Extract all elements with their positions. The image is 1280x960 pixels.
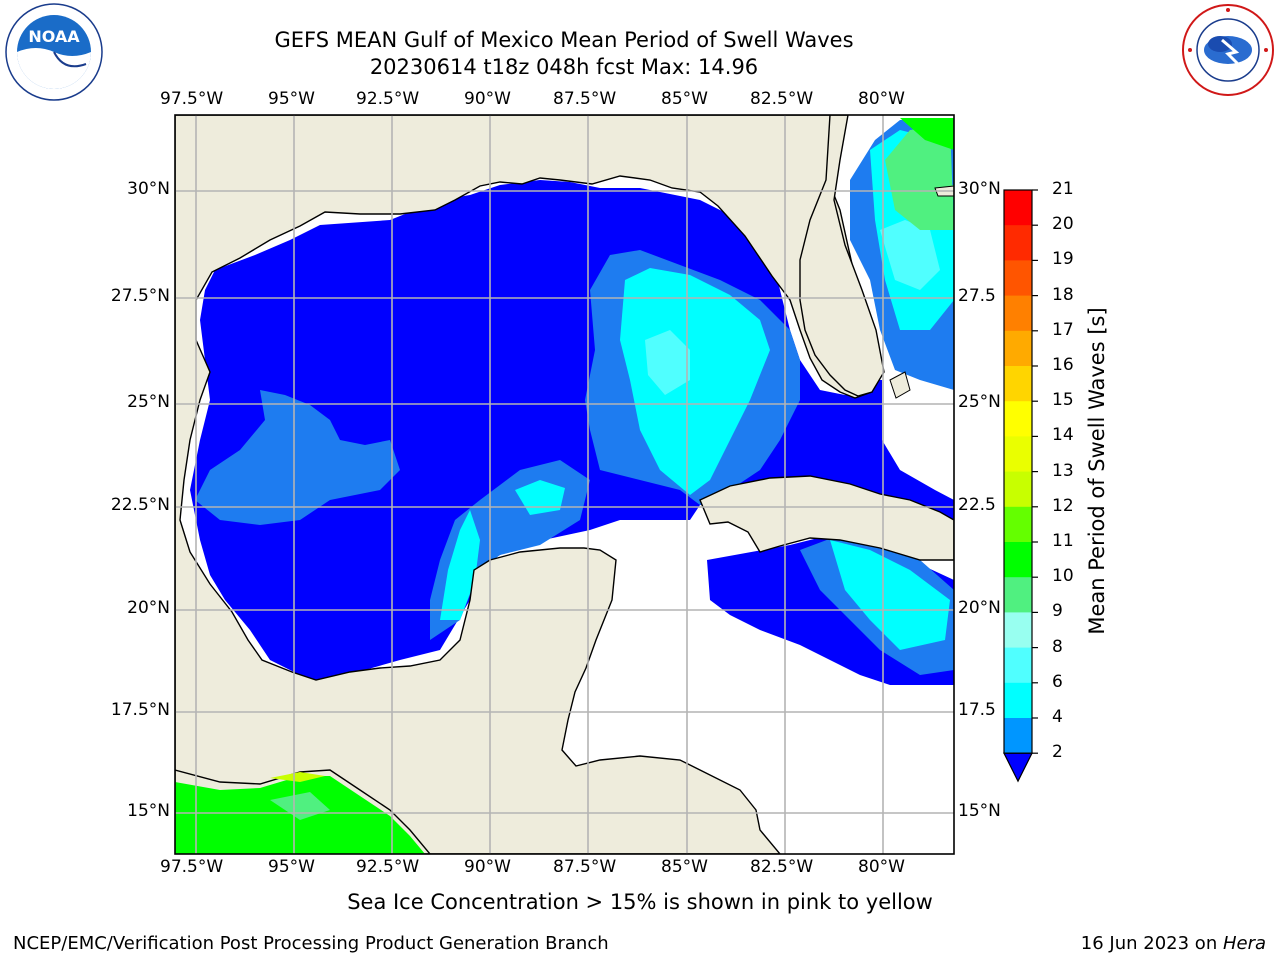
lon-label-bottom: 87.5°W <box>553 857 617 877</box>
lon-label-bottom: 92.5°W <box>356 857 420 877</box>
lat-label-left: 25°N <box>127 392 170 412</box>
footer-date: 16 Jun 2023 on Hera <box>1081 933 1266 954</box>
swell-fill-6-8s <box>440 130 954 650</box>
lon-label-bottom: 80°W <box>858 857 905 877</box>
lon-label-top: 85°W <box>661 89 708 109</box>
lon-label-bottom: 82.5°W <box>750 857 814 877</box>
lon-label-top: 97.5°W <box>160 89 224 109</box>
footer-branch: NCEP/EMC/Verification Post Processing Pr… <box>13 933 609 954</box>
colorbar-tick-label: 17 <box>1052 319 1074 340</box>
colorbar-band <box>1004 647 1032 684</box>
lon-label-top: 80°W <box>858 89 905 109</box>
colorbar-tick-label: 21 <box>1052 179 1074 199</box>
colorbar-band <box>1004 436 1032 473</box>
colorbar-band <box>1004 295 1032 332</box>
footer-host: Hera <box>1222 933 1266 954</box>
colorbar-tick-label: 19 <box>1052 249 1074 270</box>
graticule <box>175 115 954 854</box>
colorbar-tick-label: 20 <box>1052 214 1074 235</box>
colorbar-band <box>1004 225 1032 261</box>
lat-label-right: 27.5 <box>958 286 996 306</box>
colorbar-tick-label: 11 <box>1052 531 1074 551</box>
lat-label-left: 17.5°N <box>110 700 170 720</box>
colorbar-band <box>1004 612 1032 649</box>
colorbar-tick-label: 9 <box>1052 601 1063 622</box>
lon-label-top: 95°W <box>268 89 315 109</box>
colorbar-band <box>1004 471 1032 508</box>
lat-label-right: 25°N <box>958 392 1001 412</box>
colorbar-band <box>1004 506 1032 543</box>
colorbar-tick-label: 6 <box>1052 671 1063 692</box>
swell-fill-10-11s <box>900 118 954 150</box>
lon-label-bottom: 85°W <box>661 857 708 877</box>
colorbar-tick-label: 10 <box>1052 566 1074 587</box>
lon-label-top: 92.5°W <box>356 89 420 109</box>
land-bahamas <box>889 185 954 399</box>
colorbar-tick-label: 18 <box>1052 284 1074 305</box>
colorbar-extend-arrow <box>1003 752 1033 783</box>
pacific-swell-fill-yellow <box>270 772 325 782</box>
colorbar-band <box>1004 718 1032 754</box>
colorbar-band <box>1004 542 1032 578</box>
lat-label-left: 15°N <box>127 801 170 821</box>
swell-fill-8-9s <box>645 220 940 395</box>
swell-fill-9-10s <box>885 125 954 230</box>
colorbar-tick-label: 16 <box>1052 355 1074 375</box>
colorbar-band <box>1004 682 1032 719</box>
lat-label-right: 17.5 <box>958 700 996 720</box>
colorbar-band <box>1004 577 1032 613</box>
lat-label-left: 22.5°N <box>110 495 170 515</box>
map-frame <box>174 114 955 855</box>
colorbar-title: Mean Period of Swell Waves [s] <box>1085 307 1109 635</box>
lat-label-right: 30°N <box>958 179 1001 199</box>
colorbar-tick-label: 15 <box>1052 390 1074 411</box>
lon-label-top: 87.5°W <box>553 89 617 109</box>
lat-label-left: 20°N <box>127 598 170 618</box>
chart-subtitle: 20230614 t18z 048h fcst Max: 14.96 <box>369 55 759 79</box>
colorbar-tick-label: 2 <box>1052 742 1063 763</box>
colorbar-band <box>1004 260 1032 297</box>
colorbar-tick-label: 4 <box>1052 707 1063 727</box>
lat-label-right: 22.5 <box>958 495 996 515</box>
lat-label-right: 20°N <box>958 598 1001 618</box>
lon-label-top: 82.5°W <box>750 89 814 109</box>
lat-label-right: 15°N <box>958 801 1001 821</box>
footer-date-text: 16 Jun 2023 on <box>1080 933 1223 954</box>
lon-label-bottom: 90°W <box>464 857 511 877</box>
noaa-logo-text: NOAA <box>28 27 80 46</box>
colorbar-tick-label: 13 <box>1052 460 1074 481</box>
colorbar-tick-label: 8 <box>1052 636 1063 657</box>
sea-ice-note: Sea Ice Concentration > 15% is shown in … <box>347 890 933 914</box>
colorbar-band <box>1004 190 1032 226</box>
lon-label-bottom: 95°W <box>268 857 315 877</box>
chart-title: GEFS MEAN Gulf of Mexico Mean Period of … <box>274 28 854 52</box>
lat-label-left: 30°N <box>127 179 170 199</box>
lon-label-top: 90°W <box>464 89 511 109</box>
colorbar-band <box>1004 401 1032 437</box>
colorbar-tick-label: 12 <box>1052 495 1074 516</box>
colorbar <box>1003 189 1038 783</box>
land-cuba <box>699 475 954 561</box>
noaa-logo: NOAA <box>5 3 103 101</box>
land-florida-tip <box>799 115 885 397</box>
colorbar-tick-label: 14 <box>1052 425 1074 446</box>
nws-logo <box>1182 4 1274 96</box>
land-north-america <box>175 115 881 854</box>
lon-label-bottom: 97.5°W <box>160 857 224 877</box>
colorbar-band <box>1004 366 1032 402</box>
colorbar-band <box>1004 330 1032 367</box>
lat-label-left: 27.5°N <box>110 286 170 306</box>
